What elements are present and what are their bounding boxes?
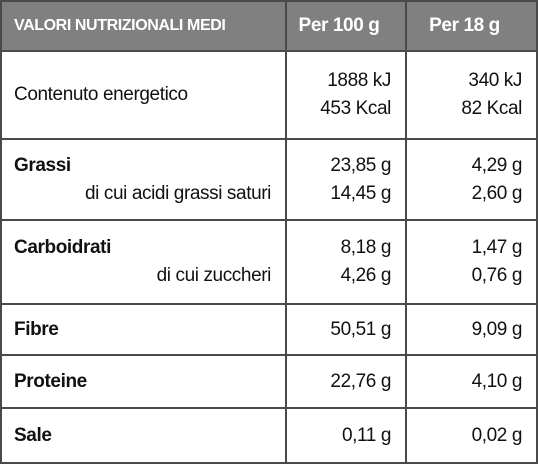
value-cell: 23,85 g 14,45 g [287, 140, 407, 221]
row-label: Grassi [14, 154, 71, 176]
header-text: Per 18 g [429, 15, 500, 36]
label-cell: Contenuto energetico [2, 52, 287, 140]
value: 1888 kJ [327, 70, 391, 91]
value-cell: 340 kJ 82 Kcal [407, 52, 536, 140]
label-cell: Fibre [2, 305, 287, 356]
value: 4,26 g [340, 265, 392, 286]
row-label: Proteine [14, 370, 87, 392]
row-sublabel: di cui acidi grassi saturi [84, 182, 271, 204]
value-cell: 8,18 g 4,26 g [287, 221, 407, 305]
row-label: Fibre [14, 318, 59, 340]
value-cell: 0,02 g [407, 409, 536, 462]
value-cell: 1,47 g 0,76 g [407, 221, 536, 305]
value: 0,02 g [471, 424, 523, 446]
value-cell: 1888 kJ 453 Kcal [287, 52, 407, 140]
value-cell: 0,11 g [287, 409, 407, 462]
value-cell: 9,09 g [407, 305, 536, 356]
label-cell: Carboidrati di cui zuccheri [2, 221, 287, 305]
value-cell: 22,76 g [287, 356, 407, 409]
value-cell: 4,10 g [407, 356, 536, 409]
row-label: Sale [14, 424, 52, 446]
value: 4,29 g [471, 154, 523, 176]
label-cell: Proteine [2, 356, 287, 409]
value: 1,47 g [471, 237, 523, 258]
label-cell: Grassi di cui acidi grassi saturi [2, 140, 287, 221]
label-cell: Sale [2, 409, 287, 462]
header-text: Per 100 g [298, 15, 380, 36]
value: 0,11 g [341, 424, 391, 446]
row-label: Carboidrati [14, 237, 111, 258]
header-text: VALORI NUTRIZIONALI MEDI [14, 17, 226, 34]
value: 8,18 g [340, 237, 392, 258]
value: 0,76 g [471, 265, 523, 286]
row-sublabel: di cui zuccheri [156, 265, 272, 286]
value: 2,60 g [471, 182, 523, 204]
row-label: Contenuto energetico [14, 84, 188, 105]
value: 9,09 g [471, 318, 523, 340]
value: 50,51 g [330, 318, 391, 340]
value-cell: 4,29 g 2,60 g [407, 140, 536, 221]
header-cell: Per 100 g [287, 2, 407, 52]
value: 340 kJ [468, 70, 522, 91]
value: 14,45 g [330, 182, 391, 204]
value: 23,85 g [330, 154, 391, 176]
header-cell: VALORI NUTRIZIONALI MEDI [2, 2, 287, 52]
value: 453 Kcal [320, 98, 391, 119]
value: 22,76 g [330, 370, 391, 392]
value: 82 Kcal [461, 98, 522, 119]
value: 4,10 g [471, 370, 523, 392]
value-cell: 50,51 g [287, 305, 407, 356]
header-cell: Per 18 g [407, 2, 536, 52]
